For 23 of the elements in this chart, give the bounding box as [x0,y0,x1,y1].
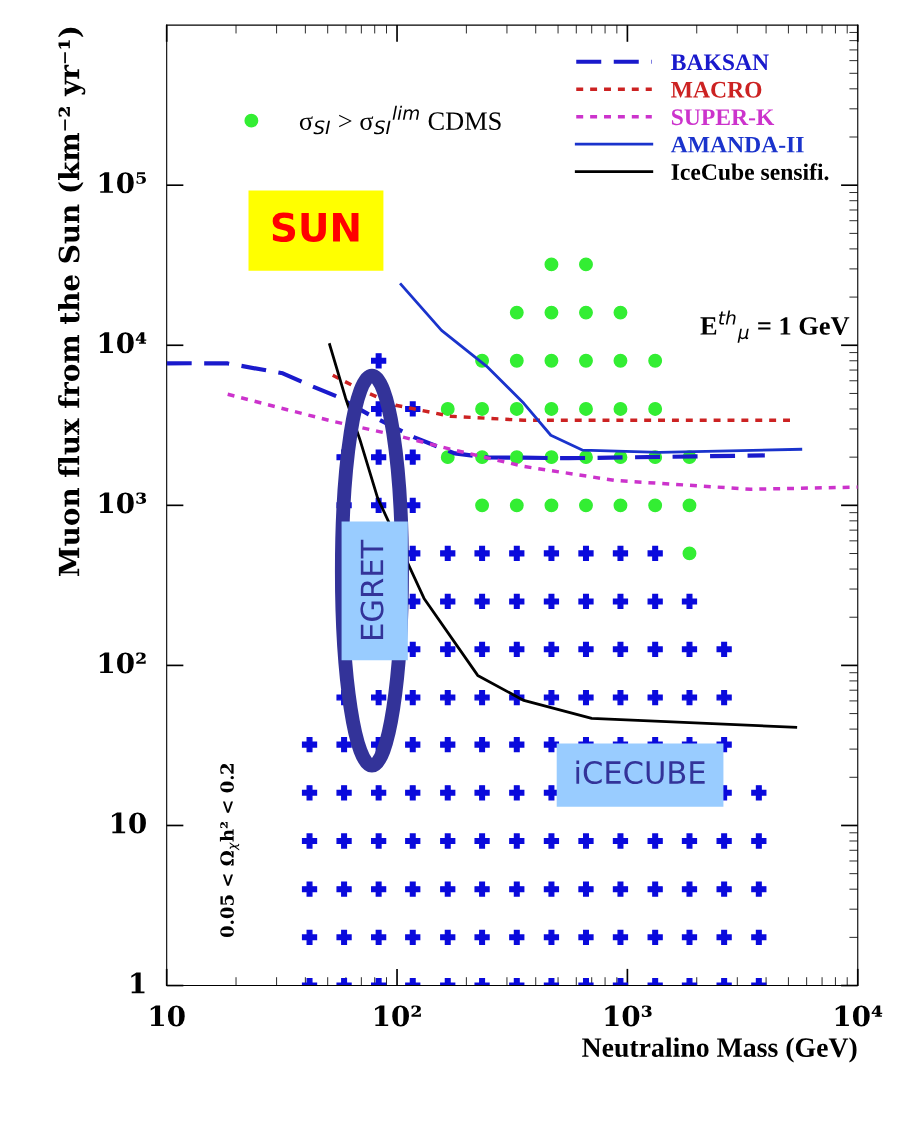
y-axis-title: Muon flux from the Sun (km⁻² yr⁻¹) [58,27,86,576]
annotation: SUN [272,212,359,242]
y-tick-label: 1 [131,972,145,994]
annotation: E$^{th}$$_{μ}$ = 1 GeV [700,310,850,343]
x-axis-title: Neutralino Mass (GeV) [582,1037,857,1063]
annotation: 0.05 < Ω$_{χ}$h² < 0.2 [219,764,240,938]
x-tick-label: 10⁴ [835,1005,883,1027]
legend-label: σ$_{SI}$ > σ$_{SI}$$^{lim}$ CDMS [299,105,501,135]
y-tick-label: 10² [99,652,146,674]
legend-label: AMANDA-II [670,136,804,153]
legend-label: MACRO [671,81,762,98]
legend-label: SUPER-K [671,109,775,126]
annotation: iCECUBE [576,760,705,785]
x-tick-label: 10³ [605,1005,652,1027]
y-tick-label: 10⁴ [99,332,147,354]
x-tick-label: 10 [150,1005,185,1027]
y-tick-label: 10³ [99,492,147,514]
legend-label: IceCube sensifi. [671,163,829,181]
y-tick-label: 10 [111,812,146,834]
legend-label: BAKSAN [671,54,769,71]
x-tick-label: 10² [375,1005,421,1027]
y-tick-label: 10⁵ [99,172,146,194]
annotation: EGRET [360,539,384,639]
